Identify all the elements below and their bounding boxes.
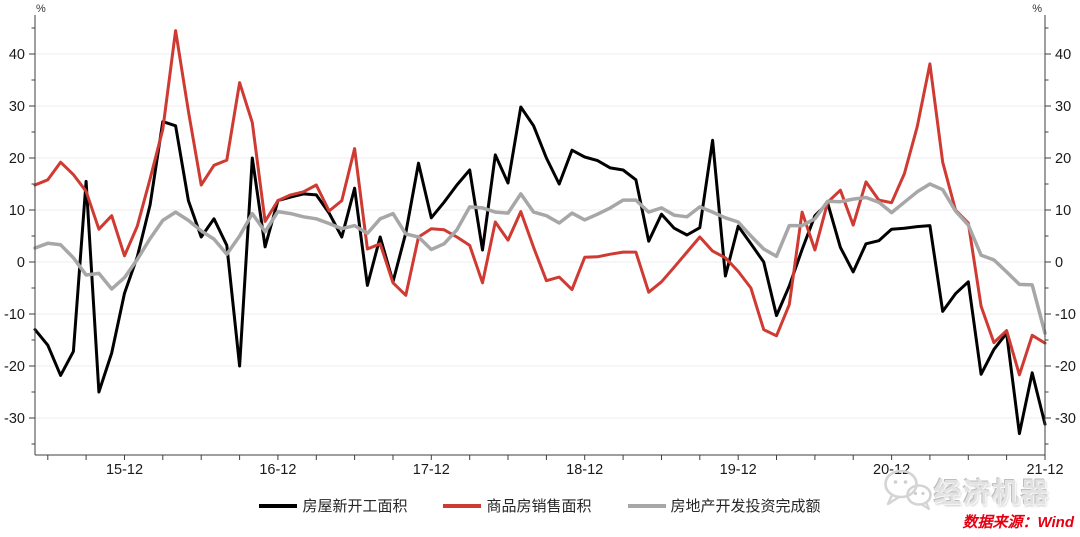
svg-text:40: 40 [9, 47, 25, 63]
legend-label-sales: 商品房销售面积 [486, 498, 592, 515]
svg-text:10: 10 [1055, 203, 1071, 219]
svg-text:-20: -20 [1055, 359, 1076, 375]
legend-item-new-starts: 房屋新开工面积 [259, 495, 407, 516]
svg-text:0: 0 [17, 255, 25, 271]
svg-text:18-12: 18-12 [566, 462, 603, 478]
svg-text:20: 20 [1055, 151, 1071, 167]
svg-text:21-12: 21-12 [1026, 462, 1063, 478]
svg-text:-30: -30 [1055, 411, 1076, 427]
svg-text:15-12: 15-12 [106, 462, 143, 478]
svg-text:17-12: 17-12 [413, 462, 450, 478]
svg-text:%: % [1032, 3, 1042, 15]
svg-text:40: 40 [1055, 47, 1071, 63]
svg-text:16-12: 16-12 [259, 462, 296, 478]
svg-text:%: % [36, 3, 46, 15]
svg-text:30: 30 [9, 99, 25, 115]
svg-text:10: 10 [9, 203, 25, 219]
series-line-2 [33, 182, 1047, 335]
legend-swatch-red [443, 503, 482, 508]
chart-legend: 房屋新开工面积 商品房销售面积 房地产开发投资完成额 [0, 495, 1080, 516]
svg-text:0: 0 [1055, 255, 1063, 271]
legend-label-investment: 房地产开发投资完成额 [670, 498, 821, 515]
svg-text:20: 20 [9, 151, 25, 167]
legend-label-new-starts: 房屋新开工面积 [302, 498, 408, 515]
svg-text:19-12: 19-12 [720, 462, 757, 478]
legend-swatch-black [259, 503, 298, 508]
svg-text:20-12: 20-12 [873, 462, 910, 478]
svg-text:30: 30 [1055, 99, 1071, 115]
legend-item-sales: 商品房销售面积 [443, 495, 592, 516]
svg-text:-30: -30 [4, 411, 25, 427]
svg-text:-20: -20 [4, 359, 25, 375]
line-chart: -30 -30 -20 -20 -10 -10 0 0 10 10 20 20 30 30 40 40 15-1… [4, 3, 1076, 478]
series-line-0 [33, 105, 1047, 436]
series-line-1 [33, 29, 1047, 377]
svg-text:-10: -10 [1055, 307, 1076, 323]
svg-text:-10: -10 [4, 307, 25, 323]
legend-item-investment: 房地产开发投资完成额 [627, 495, 821, 516]
legend-swatch-gray [627, 503, 666, 508]
unit-labels: %% [36, 3, 1042, 15]
gridlines [35, 53, 1045, 419]
data-source-note: 数据来源：Wind [962, 514, 1074, 531]
axes [29, 15, 1051, 460]
